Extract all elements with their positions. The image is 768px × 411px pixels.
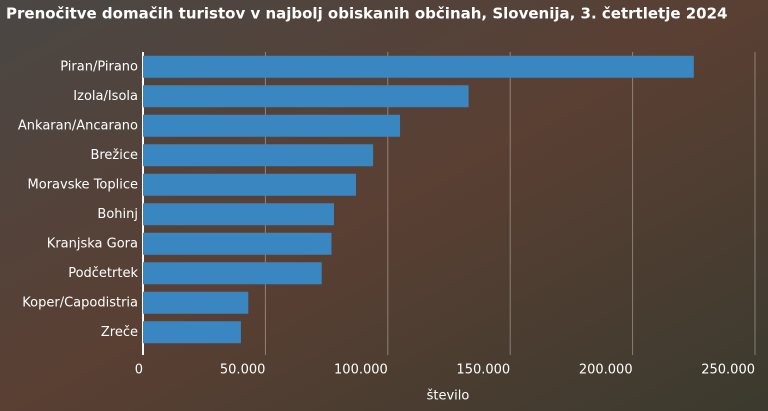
y-tick-label: Piran/Pirano (60, 59, 138, 74)
bar (143, 173, 356, 196)
x-tick-label: 250.000 (701, 363, 755, 378)
y-tick-label: Bohinj (97, 207, 138, 222)
y-tick-label: Moravske Toplice (28, 177, 138, 192)
y-tick-label: Koper/Capodistria (22, 295, 138, 310)
x-tick-label: 0 (135, 363, 143, 378)
bar (143, 144, 374, 167)
y-tick-label: Podčetrtek (68, 266, 138, 281)
y-tick-label: Brežice (90, 148, 138, 163)
y-tick-label: Ankaran/Ancarano (18, 118, 138, 133)
bar (143, 232, 332, 255)
y-tick-label: Zreče (101, 325, 138, 340)
x-tick-label: 150.000 (456, 363, 510, 378)
bar (143, 55, 694, 78)
chart-title: Prenočitve domačih turistov v najbolj ob… (6, 5, 727, 23)
bar (143, 262, 322, 285)
bar (143, 85, 469, 108)
bar (143, 114, 401, 137)
bar (143, 321, 241, 344)
y-tick-label: Kranjska Gora (47, 236, 138, 251)
bar (143, 291, 249, 314)
x-tick-label: 100.000 (334, 363, 388, 378)
x-tick-label: 50.000 (220, 363, 266, 378)
y-tick-label: Izola/Isola (73, 89, 138, 104)
x-tick-label: 200.000 (579, 363, 633, 378)
x-axis-title: število (427, 389, 470, 404)
bar (143, 203, 334, 226)
